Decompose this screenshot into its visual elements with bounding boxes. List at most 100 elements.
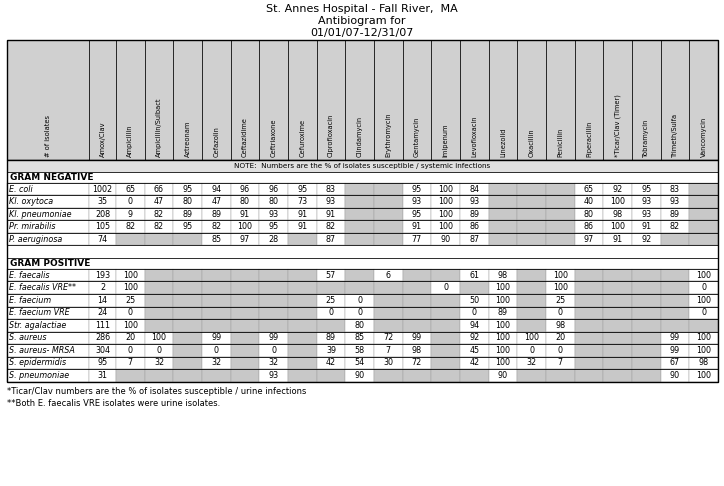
Bar <box>518 357 546 369</box>
Bar <box>546 183 575 195</box>
Bar <box>345 344 374 357</box>
Text: S. aureus: S. aureus <box>9 333 46 342</box>
Bar <box>7 160 718 172</box>
Bar <box>202 331 231 344</box>
Bar <box>316 183 345 195</box>
Bar <box>432 319 460 331</box>
Bar <box>202 233 231 245</box>
Bar <box>7 307 718 319</box>
Bar <box>432 294 460 307</box>
Text: E. faecium VRE: E. faecium VRE <box>9 308 70 317</box>
Bar <box>145 307 173 319</box>
Bar <box>689 331 718 344</box>
Bar <box>403 269 432 281</box>
Bar <box>345 221 374 233</box>
Text: 94: 94 <box>211 185 222 194</box>
Text: 93: 93 <box>641 210 652 219</box>
Bar <box>288 208 316 221</box>
Bar <box>7 183 718 195</box>
Bar <box>432 221 460 233</box>
Bar <box>89 294 116 307</box>
Text: 30: 30 <box>383 358 393 367</box>
Text: 100: 100 <box>495 283 510 292</box>
Bar <box>546 40 575 160</box>
Bar <box>546 208 575 221</box>
Text: 111: 111 <box>95 321 110 330</box>
Bar <box>231 331 259 344</box>
Bar <box>661 294 689 307</box>
Text: 0: 0 <box>272 346 276 355</box>
Text: 0: 0 <box>214 346 219 355</box>
Bar <box>173 307 202 319</box>
Bar <box>316 331 345 344</box>
Text: 47: 47 <box>154 197 164 206</box>
Bar <box>259 221 288 233</box>
Bar <box>173 221 202 233</box>
Bar <box>689 208 718 221</box>
Bar <box>7 245 718 258</box>
Bar <box>489 294 518 307</box>
Bar <box>546 233 575 245</box>
Text: 0: 0 <box>156 346 161 355</box>
Bar <box>518 233 546 245</box>
Bar <box>173 195 202 208</box>
Bar <box>575 233 603 245</box>
Bar <box>689 294 718 307</box>
Bar <box>316 281 345 294</box>
Text: 0: 0 <box>357 296 362 305</box>
Text: 0: 0 <box>472 308 477 317</box>
Bar <box>7 208 89 221</box>
Bar <box>460 195 489 208</box>
Text: 80: 80 <box>584 210 594 219</box>
Bar <box>145 40 173 160</box>
Text: 100: 100 <box>438 185 453 194</box>
Bar <box>7 233 89 245</box>
Bar <box>202 281 231 294</box>
Bar <box>374 294 403 307</box>
Bar <box>145 221 173 233</box>
Bar <box>518 183 546 195</box>
Bar <box>632 307 661 319</box>
Text: 24: 24 <box>98 308 108 317</box>
Bar <box>489 357 518 369</box>
Text: 89: 89 <box>182 210 193 219</box>
Bar <box>202 269 231 281</box>
Bar <box>288 281 316 294</box>
Bar <box>7 160 718 382</box>
Bar <box>661 369 689 382</box>
Bar <box>489 344 518 357</box>
Text: 80: 80 <box>355 321 365 330</box>
Bar <box>518 294 546 307</box>
Bar <box>259 331 288 344</box>
Bar <box>661 307 689 319</box>
Text: 98: 98 <box>498 271 508 280</box>
Bar <box>288 307 316 319</box>
Bar <box>345 281 374 294</box>
Bar <box>518 269 546 281</box>
Text: 98: 98 <box>613 210 623 219</box>
Bar <box>632 40 661 160</box>
Bar <box>603 281 632 294</box>
Bar <box>202 369 231 382</box>
Bar <box>432 40 460 160</box>
Bar <box>231 183 259 195</box>
Text: 91: 91 <box>298 210 308 219</box>
Bar <box>316 357 345 369</box>
Bar <box>403 208 432 221</box>
Bar <box>173 269 202 281</box>
Bar <box>116 233 145 245</box>
Text: 82: 82 <box>125 222 135 231</box>
Text: 100: 100 <box>696 271 711 280</box>
Bar <box>173 369 202 382</box>
Text: 83: 83 <box>670 185 680 194</box>
Bar <box>432 331 460 344</box>
Text: 32: 32 <box>211 358 222 367</box>
Bar <box>173 319 202 331</box>
Bar <box>546 307 575 319</box>
Text: 85: 85 <box>355 333 365 342</box>
Bar <box>632 319 661 331</box>
Bar <box>231 269 259 281</box>
Text: 100: 100 <box>553 271 568 280</box>
Bar <box>432 195 460 208</box>
Bar <box>116 344 145 357</box>
